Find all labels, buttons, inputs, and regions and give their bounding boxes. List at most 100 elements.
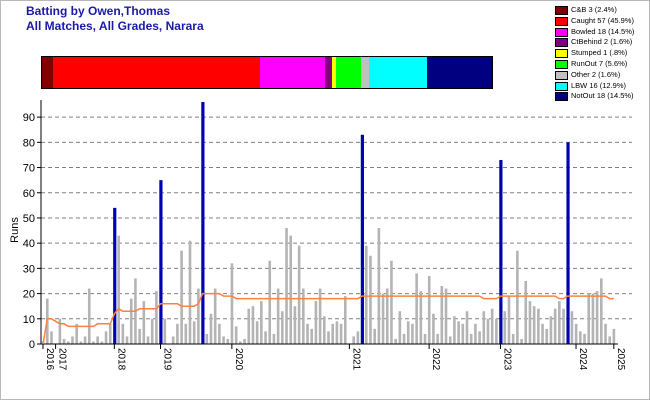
bar (486, 318, 490, 344)
bar (293, 306, 297, 344)
bar (155, 291, 158, 344)
x-tick-label: 2017 (57, 348, 68, 371)
legend-swatch (555, 60, 568, 69)
bar (243, 338, 246, 344)
bar (310, 328, 314, 344)
x-tick-label: 2023 (501, 348, 512, 371)
bar (364, 245, 368, 344)
bar (558, 301, 561, 344)
bar (524, 280, 528, 344)
bar (591, 293, 595, 344)
bar (373, 328, 376, 344)
bar (327, 331, 330, 344)
bar (352, 336, 355, 344)
bar (411, 323, 414, 344)
bar (427, 275, 431, 344)
bar (79, 341, 83, 344)
dismissal-segment (260, 57, 325, 88)
bar (587, 293, 591, 344)
bar (230, 263, 234, 344)
bar (314, 301, 318, 344)
bar (50, 331, 53, 344)
bar (541, 323, 544, 344)
legend-label: LBW 16 (12.9%) (571, 80, 627, 90)
bar (478, 331, 481, 344)
bar (159, 180, 163, 344)
bar (100, 341, 104, 344)
bar (339, 323, 343, 344)
x-tick-label: 2018 (115, 348, 126, 371)
bar (600, 278, 603, 344)
bar (545, 328, 549, 344)
bar (495, 318, 498, 344)
y-tick-label: 40 (23, 238, 35, 250)
bar (239, 341, 242, 344)
bar (453, 316, 456, 344)
bar (595, 291, 599, 344)
dismissal-segment (325, 57, 332, 88)
bar (503, 311, 507, 344)
bar (499, 159, 503, 344)
bar (71, 336, 74, 344)
bar (490, 308, 494, 344)
bar (180, 250, 183, 344)
bar (608, 336, 612, 344)
dismissal-segment (361, 57, 369, 88)
legend-swatch (555, 6, 568, 15)
bar (62, 338, 66, 344)
bar (197, 288, 200, 344)
bar (394, 338, 397, 344)
bar (108, 323, 112, 344)
bar (251, 306, 255, 344)
bar (385, 288, 389, 344)
legend-swatch (555, 70, 568, 80)
chart-title: Batting by Owen,Thomas (26, 4, 171, 18)
bar (276, 288, 280, 344)
chart-subtitle: All Matches, All Grades, Narara (26, 19, 204, 33)
y-tick-label: 60 (23, 188, 35, 200)
x-tick-label: 2020 (233, 348, 244, 371)
bar (583, 333, 586, 344)
legend-label: Caught 57 (45.9%) (571, 15, 634, 25)
bar (104, 331, 108, 344)
bar (419, 291, 423, 344)
bar (264, 331, 267, 344)
legend-label: RunOut 7 (5.6%) (571, 59, 628, 68)
bar (549, 316, 553, 344)
legend-label: CtBehind 2 (1.6%) (571, 37, 633, 47)
x-tick-label: 2022 (430, 348, 441, 371)
bar (213, 288, 217, 344)
bar (218, 323, 221, 344)
dismissal-segment (369, 57, 427, 88)
bar (297, 245, 301, 344)
bar (58, 318, 62, 344)
bar (96, 336, 99, 344)
bar (66, 341, 70, 344)
legend-swatch (555, 38, 568, 48)
bar (444, 288, 448, 344)
bar (335, 321, 339, 344)
bar (121, 323, 125, 344)
dismissal-segment (42, 57, 53, 88)
bar (205, 333, 209, 344)
bar (343, 296, 347, 344)
y-tick-label: 30 (23, 263, 35, 275)
y-tick-label: 0 (29, 339, 35, 351)
bar (113, 207, 117, 344)
y-tick-label: 70 (23, 163, 35, 175)
bar (440, 286, 444, 344)
bar (528, 301, 532, 344)
bar (331, 323, 334, 344)
bar (150, 318, 154, 344)
bar (356, 331, 360, 344)
bar (92, 341, 95, 344)
bar (570, 311, 574, 344)
dismissal-segment (336, 57, 361, 88)
bar (423, 333, 427, 344)
bar (142, 301, 146, 344)
bar (402, 333, 406, 344)
x-tick-label: 2016 (44, 348, 55, 371)
bar (234, 326, 238, 344)
bar (146, 336, 150, 344)
